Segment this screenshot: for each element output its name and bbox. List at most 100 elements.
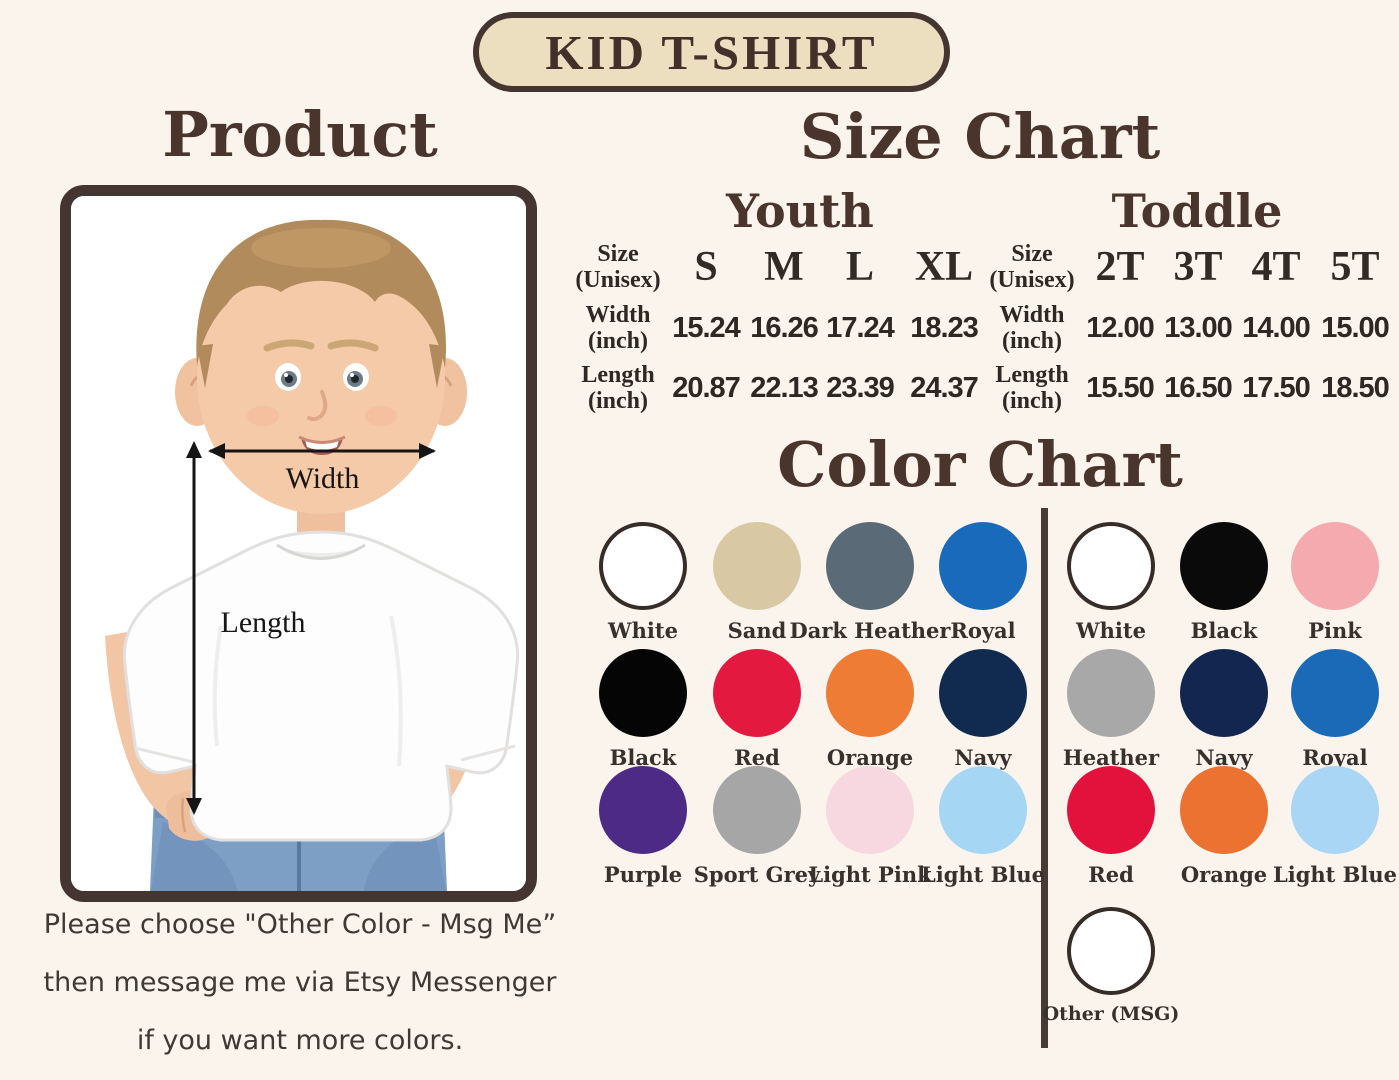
swatch-youth-royal: Royal (913, 522, 1053, 643)
color-label: Royal (950, 618, 1016, 643)
color-dot (939, 766, 1027, 854)
youth-size-l: L (845, 244, 874, 290)
swatch-toddler-navy: Navy (1154, 649, 1294, 770)
toddler-size-2t: 2T (1095, 244, 1145, 290)
color-dot (939, 649, 1027, 737)
swatch-toddler-light-blue: Light Blue (1265, 766, 1399, 887)
color-label: Navy (1195, 745, 1253, 770)
swatch-youth-navy: Navy (913, 649, 1053, 770)
color-label: Other (MSG) (1042, 1003, 1180, 1025)
color-dot (826, 766, 914, 854)
product-heading: Product (162, 98, 438, 171)
toddle-group-heading: Toddle (1111, 184, 1283, 238)
youth-size-table: Size (Unisex) S M L XL Width (inch) 15.24 … (570, 236, 990, 418)
swatch-toddler-pink: Pink (1265, 522, 1399, 643)
color-dot (599, 649, 687, 737)
color-group-divider (1041, 508, 1048, 1048)
color-label: Royal (1302, 745, 1368, 770)
swatch-youth-white: White (573, 522, 713, 643)
toddler-length-5t: 18.50 (1321, 371, 1390, 404)
color-dot (1291, 522, 1379, 610)
note-line-3: if you want more colors. (136, 1025, 464, 1056)
swatch-youth-sport-grey: Sport Grey (687, 766, 827, 887)
swatch-toddler-other-msg: Other (MSG) (1041, 907, 1181, 1025)
color-label: Red (734, 745, 780, 770)
color-label: Sand (727, 618, 787, 643)
child-photo-illustration (71, 196, 526, 891)
color-label: Red (1088, 862, 1134, 887)
color-dot (1067, 649, 1155, 737)
toddler-width-3t: 13.00 (1164, 311, 1233, 344)
swatch-youth-dark-heather: Dark Heather (790, 522, 950, 643)
youth-width-l: 17.24 (826, 311, 895, 344)
color-dot (1180, 522, 1268, 610)
swatch-toddler-heather: Heather (1041, 649, 1181, 770)
measurement-arrows (186, 441, 436, 815)
toddler-width-5t: 15.00 (1321, 311, 1390, 344)
color-label: Heather (1062, 745, 1160, 770)
color-dot (826, 522, 914, 610)
color-dot (1291, 766, 1379, 854)
toddler-length-2t: 15.50 (1086, 371, 1155, 404)
swatch-youth-red: Red (687, 649, 827, 770)
toddler-size-row-label: Size (Unisex) (989, 241, 1075, 293)
youth-width-s: 15.24 (672, 311, 741, 344)
youth-group-heading: Youth (726, 184, 874, 238)
color-label: Light Blue (920, 862, 1046, 887)
color-label: Navy (954, 745, 1012, 770)
youth-width-row-label: Width (inch) (585, 302, 651, 354)
tshirt (122, 530, 520, 842)
page-title: KID T-SHIRT (545, 24, 878, 80)
swatch-toddler-red: Red (1041, 766, 1181, 887)
color-dot (713, 522, 801, 610)
color-dot (1067, 766, 1155, 854)
youth-length-l: 23.39 (826, 371, 895, 404)
color-dot (713, 766, 801, 854)
color-label: White (608, 618, 678, 643)
swatch-youth-light-pink: Light Pink (800, 766, 940, 887)
color-dot (1067, 907, 1155, 995)
swatch-youth-orange: Orange (800, 649, 940, 770)
color-dot (1291, 649, 1379, 737)
color-chart-heading: Color Chart (777, 428, 1183, 501)
color-dot (1180, 649, 1268, 737)
youth-size-row-label: Size (Unisex) (575, 241, 661, 293)
product-photo-frame (60, 185, 537, 902)
color-request-note: Please choose "Other Color - Msg Me” the… (8, 896, 592, 1070)
color-label: Black (609, 745, 677, 770)
title-banner: KID T-SHIRT (473, 12, 950, 92)
color-label: White (1076, 618, 1146, 643)
color-label: Orange (826, 745, 914, 770)
color-dot (599, 522, 687, 610)
color-dot (599, 766, 687, 854)
color-dot (1067, 522, 1155, 610)
youth-width-xl: 18.23 (910, 311, 979, 344)
youth-width-m: 16.26 (750, 311, 819, 344)
toddler-length-4t: 17.50 (1242, 371, 1311, 404)
youth-length-xl: 24.37 (910, 371, 979, 404)
swatch-toddler-royal: Royal (1265, 649, 1399, 770)
toddler-size-table: Size (Unisex) 2T 3T 4T 5T Width (inch) 12.… (983, 236, 1395, 418)
toddler-width-row-label: Width (inch) (999, 302, 1065, 354)
toddler-size-3t: 3T (1173, 244, 1223, 290)
youth-size-s: S (694, 244, 718, 290)
youth-length-row-label: Length (inch) (581, 362, 655, 414)
width-arrow-label: Width (285, 462, 360, 495)
toddler-width-2t: 12.00 (1086, 311, 1155, 344)
swatch-toddler-orange: Orange (1154, 766, 1294, 887)
youth-size-m: M (764, 244, 804, 290)
color-label: Purple (603, 862, 683, 887)
swatch-toddler-black: Black (1154, 522, 1294, 643)
swatch-youth-black: Black (573, 649, 713, 770)
size-chart-heading: Size Chart (799, 100, 1161, 173)
color-label: Pink (1308, 618, 1362, 643)
swatch-youth-sand: Sand (687, 522, 827, 643)
color-label: Black (1190, 618, 1258, 643)
toddler-length-row-label: Length (inch) (995, 362, 1069, 414)
color-dot (713, 649, 801, 737)
note-line-1: Please choose "Other Color - Msg Me” (43, 909, 557, 940)
color-label: Sport Grey (693, 862, 821, 887)
color-dot (939, 522, 1027, 610)
child-head (175, 219, 467, 514)
